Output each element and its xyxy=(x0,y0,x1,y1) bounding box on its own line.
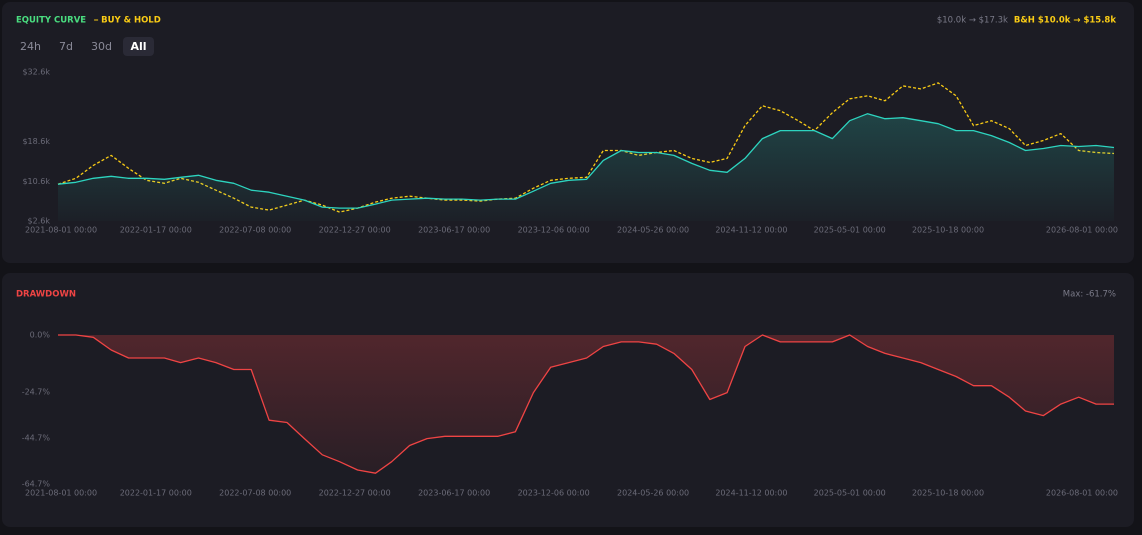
x-tick-label: 2024-11-12 00:00 xyxy=(715,226,787,235)
range-button[interactable]: 30d xyxy=(91,40,112,53)
x-tick-label: 2023-06-17 00:00 xyxy=(418,489,490,498)
x-tick-label: 2024-05-26 00:00 xyxy=(617,489,689,498)
x-tick-label: 2024-05-26 00:00 xyxy=(617,226,689,235)
range-button[interactable]: All xyxy=(130,40,146,53)
y-tick-label: $10.6k xyxy=(22,177,50,186)
x-tick-label: 2023-12-06 00:00 xyxy=(518,226,590,235)
y-tick-label: -44.7% xyxy=(22,433,51,442)
x-tick-label: 2026-08-01 00:00 xyxy=(1046,226,1118,235)
x-tick-label: 2024-11-12 00:00 xyxy=(715,489,787,498)
area xyxy=(58,335,1114,474)
x-tick-label: 2023-12-06 00:00 xyxy=(518,489,590,498)
range-button[interactable]: 24h xyxy=(20,40,41,53)
annotation: $10.0k → $17.3k xyxy=(937,16,1008,26)
y-tick-label: 0.0% xyxy=(30,331,51,340)
x-tick-label: 2026-08-01 00:00 xyxy=(1046,489,1118,498)
annotation: B&H $10.0k → $15.8k xyxy=(1014,16,1116,26)
x-tick-label: 2022-07-08 00:00 xyxy=(219,489,291,498)
x-tick-label: 2022-01-17 00:00 xyxy=(120,226,192,235)
range-button[interactable]: 7d xyxy=(59,40,73,53)
x-tick-label: 2021-08-01 00:00 xyxy=(25,226,97,235)
x-tick-label: 2025-10-18 00:00 xyxy=(912,489,984,498)
line xyxy=(57,113,1115,209)
y-tick-label: $2.6k xyxy=(28,217,51,226)
x-tick-label: 2025-05-01 00:00 xyxy=(814,489,886,498)
legend-entry: EQUITY CURVE xyxy=(16,16,86,26)
y-tick-label: $18.6k xyxy=(22,137,50,146)
x-tick-label: 2022-12-27 00:00 xyxy=(319,226,391,235)
legend-entry: BUY & HOLD xyxy=(101,16,161,26)
x-tick-label: 2022-07-08 00:00 xyxy=(219,226,291,235)
y-tick-label: -24.7% xyxy=(22,387,51,396)
y-tick-label: -64.7% xyxy=(22,480,51,489)
x-tick-label: 2025-05-01 00:00 xyxy=(814,226,886,235)
line xyxy=(58,334,1114,474)
range-button-bg[interactable] xyxy=(123,37,154,56)
x-tick-label: 2022-01-17 00:00 xyxy=(120,489,192,498)
x-tick-label: 2025-10-18 00:00 xyxy=(912,226,984,235)
annotation: Max: -61.7% xyxy=(1063,290,1116,300)
y-tick-label: $32.6k xyxy=(22,68,50,77)
x-tick-label: 2022-12-27 00:00 xyxy=(319,489,391,498)
x-tick-label: 2021-08-01 00:00 xyxy=(25,489,97,498)
x-tick-label: 2023-06-17 00:00 xyxy=(418,226,490,235)
chart-title: DRAWDOWN xyxy=(16,290,76,300)
area xyxy=(58,113,1114,221)
